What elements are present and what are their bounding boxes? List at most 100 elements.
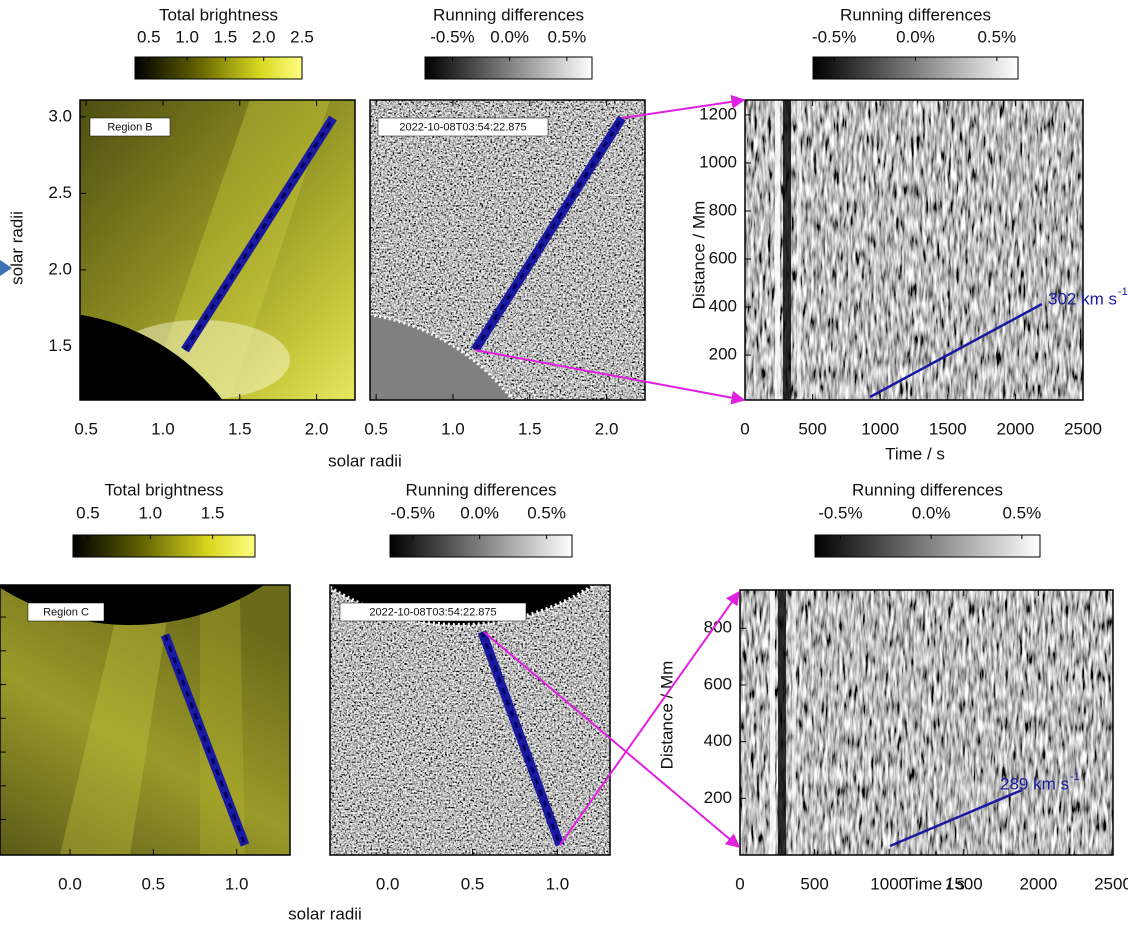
colorbar [424, 56, 593, 80]
colorbar-tick-label: 1.0 [175, 27, 199, 46]
x-axis-label: solar radii [288, 904, 362, 923]
bright-strip [770, 590, 775, 855]
occulted-disk [370, 313, 515, 400]
x-tick-label: 1.0 [546, 874, 570, 893]
y-tick-label: 400 [704, 731, 732, 750]
y-tick-label: 800 [709, 200, 737, 219]
x-tick-label: 1.0 [225, 874, 249, 893]
x-tick-label: 500 [800, 874, 828, 893]
colorbar-tick-label: 2.5 [290, 27, 314, 46]
bright-streak [150, 100, 330, 400]
x-tick-label: 1000 [870, 874, 908, 893]
y-tick-label: 600 [704, 674, 732, 693]
bright-strip [775, 100, 780, 400]
x-tick-label: 0.5 [74, 419, 98, 438]
colorbar-tick-label: 0.0% [460, 503, 499, 522]
colorbar [134, 56, 303, 80]
panel-frame [329, 584, 611, 856]
panel-frame [739, 589, 1114, 856]
panel-frame [744, 99, 1084, 401]
y-axis-label: solar radii [7, 211, 26, 285]
colorbar-title: Running differences [852, 480, 1003, 499]
fit-line [869, 302, 1043, 399]
colorbar [814, 534, 1041, 558]
x-tick-label: 2.0 [305, 419, 329, 438]
x-tick-label: 500 [798, 419, 826, 438]
label-box [339, 602, 527, 622]
x-tick-label: 1.0 [441, 419, 465, 438]
slit-dash [473, 117, 624, 351]
occulted-disk [80, 314, 223, 400]
colorbar-tick-label: -0.5% [818, 503, 862, 522]
bright-strip [792, 590, 796, 855]
colorbar-title: Total brightness [104, 480, 223, 499]
speed-annotation: 302 km s [1048, 289, 1117, 308]
y-tick-label: 200 [709, 345, 737, 364]
y-tick-label: 2.0 [48, 259, 72, 278]
connector [474, 349, 746, 405]
x-tick-label: 1.5 [518, 419, 542, 438]
overlay-layer: 0.5 1.0 1.5 2.0 3.0 2.5 2.0 1.5 Total brightness… [0, 5, 1128, 923]
colorbar-tick-label: -0.5% [430, 27, 474, 46]
colorbar-tick-label: 0.0% [912, 503, 951, 522]
y-tick-label: 1000 [699, 152, 737, 171]
panel-label: 2022-10-08T03:54:22.875 [399, 121, 526, 133]
y-axis-label: Distance / Mm [689, 201, 708, 310]
speed-annotation: 289 km s [1000, 774, 1069, 793]
slit-dash [163, 634, 247, 846]
x-tick-label: 0 [735, 874, 744, 893]
x-tick-label: 0.5 [142, 874, 166, 893]
colorbar-tick-label: 0.5% [547, 27, 586, 46]
x-tick-label: 0.5 [461, 874, 485, 893]
x-tick-label: 0.0 [58, 874, 82, 893]
colorbar [389, 534, 573, 558]
colorbar-tick-label: -0.5% [391, 503, 435, 522]
speed-annotation-sup: -1 [1118, 286, 1128, 298]
label-box [377, 117, 549, 137]
colorbar-tick-label: 0.5 [76, 503, 100, 522]
colorbar [72, 534, 256, 558]
x-tick-label: 2.0 [595, 419, 619, 438]
y-axis-label: Distance / Mm [657, 661, 676, 770]
label-box [89, 117, 171, 137]
dark-strip [783, 100, 791, 400]
panel-label: 2022-10-08T03:54:22.875 [369, 606, 496, 618]
colorbar-tick-label: 1.5 [214, 27, 238, 46]
y-tick-label: 200 [704, 788, 732, 807]
connector [483, 631, 741, 848]
colorbar-tick-label: 2.0 [252, 27, 276, 46]
x-tick-label: 1500 [945, 874, 983, 893]
colorbar-tick-label: 0.5 [137, 27, 161, 46]
panel-frame [79, 99, 356, 401]
x-tick-label: 1500 [929, 419, 967, 438]
x-tick-label: 1000 [861, 419, 899, 438]
panel-frame [0, 584, 291, 856]
x-tick-label: 2500 [1064, 419, 1102, 438]
colorbar-tick-label: 0.0% [896, 27, 935, 46]
panel-image [330, 585, 610, 855]
colorbar-tick-label: 0.5% [977, 27, 1016, 46]
panel-label: Region B [107, 121, 152, 133]
label-box [27, 602, 105, 622]
x-tick-label: 0 [740, 419, 749, 438]
colorbar-tick-label: -0.5% [812, 27, 856, 46]
streak-noise [745, 100, 1083, 400]
panel-frame [369, 99, 646, 401]
x-tick-label: 0.5 [364, 419, 388, 438]
bright-streak [60, 600, 170, 855]
panel-label: Region C [43, 606, 89, 618]
y-tick-label: 1200 [699, 104, 737, 123]
colorbar-title: Running differences [406, 480, 557, 499]
x-tick-label: 1.0 [151, 419, 175, 438]
x-axis-label: Time / s [885, 444, 945, 463]
image-layer [0, 100, 1113, 855]
y-tick-label: 1.5 [48, 336, 72, 355]
pointer-marker [0, 260, 12, 276]
bright-strip [797, 100, 801, 400]
colorbar-tick-label: 0.5% [527, 503, 566, 522]
colorbar-tick-label: 0.0% [490, 27, 529, 46]
bright-streak [200, 600, 245, 855]
colorbar-title: Total brightness [159, 5, 278, 24]
x-tick-label: 1.5 [228, 419, 252, 438]
